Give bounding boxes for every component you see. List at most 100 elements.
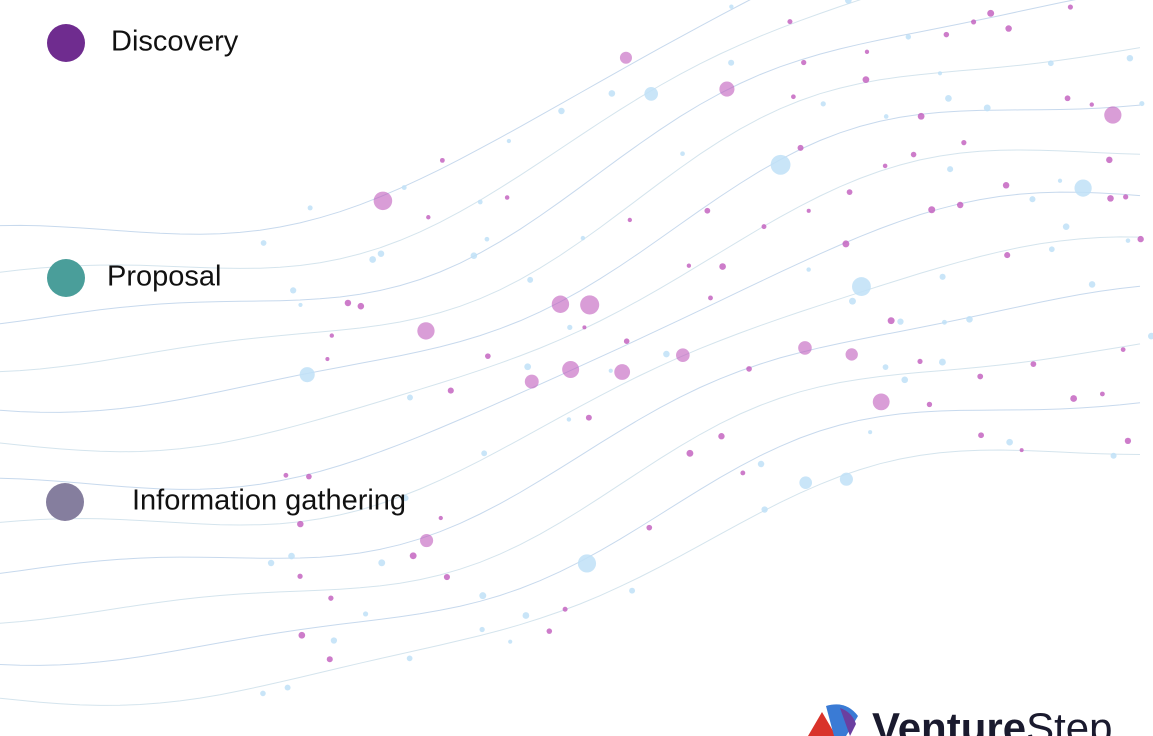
page: DiscoveryProposalInformation gathering V… — [0, 0, 1153, 736]
wave-dot — [888, 317, 895, 324]
wave-dot — [1127, 55, 1133, 61]
wave-dot — [1065, 95, 1071, 101]
wave-dot — [525, 375, 539, 389]
wave-dot — [729, 5, 733, 9]
wave-dot — [928, 206, 935, 213]
wave-line — [0, 403, 1140, 666]
wave-dot — [1111, 453, 1117, 459]
wave-dot — [563, 607, 568, 612]
wave-dot — [971, 19, 976, 24]
wave-dot — [718, 433, 724, 439]
item-list: DiscoveryProposalInformation gathering — [46, 24, 406, 521]
wave-dot — [901, 376, 908, 383]
wave-dot — [614, 364, 630, 380]
item-label: Proposal — [107, 261, 221, 293]
wave-dot — [331, 637, 337, 643]
wave-dot — [1074, 179, 1091, 196]
wave-dot — [1048, 60, 1054, 66]
wave-dot — [308, 205, 313, 210]
wave-dot — [448, 388, 454, 394]
wave-line — [0, 150, 1140, 452]
wave-dot — [791, 94, 796, 99]
wave-dot — [842, 240, 849, 247]
wave-dot — [806, 267, 810, 271]
wave-dot — [1107, 195, 1114, 202]
wave-dot — [883, 364, 889, 370]
wave-dot — [883, 164, 888, 169]
wave-dot — [582, 325, 586, 329]
wave-dot — [1121, 347, 1126, 352]
wave-dot — [485, 237, 490, 242]
wave-dot — [444, 574, 450, 580]
wave-dot — [481, 450, 487, 456]
wave-dot — [644, 87, 658, 101]
wave-dot — [1020, 448, 1024, 452]
wave-line — [0, 48, 1140, 372]
wave-dot — [663, 351, 670, 358]
wave-dot — [580, 295, 599, 314]
wave-dot — [507, 139, 511, 143]
wave-dot — [758, 461, 764, 467]
wave-dot — [927, 402, 932, 407]
wave-dot — [300, 367, 315, 382]
wave-dot — [1100, 392, 1105, 397]
wave-dot — [798, 145, 804, 151]
wave-dot — [1106, 157, 1112, 163]
wave-dot — [840, 473, 853, 486]
slide: DiscoveryProposalInformation gathering V… — [0, 0, 1153, 736]
wave-dot — [680, 151, 685, 156]
wave-dot — [719, 82, 734, 97]
wave-dot — [440, 158, 445, 163]
wave-dot — [297, 521, 303, 527]
logo-bold: Venture — [872, 704, 1026, 736]
wave-dot — [485, 353, 491, 359]
wave-dot — [978, 432, 984, 438]
wave-dot — [297, 574, 302, 579]
wave-dot — [847, 189, 853, 195]
wave-dot — [562, 361, 579, 378]
wave-dot — [288, 553, 295, 560]
wave-dot — [629, 588, 635, 594]
wave-dot — [687, 264, 691, 268]
wave-dot — [977, 374, 983, 380]
logo-text: VentureStep — [872, 704, 1112, 736]
wave-dot — [547, 628, 553, 634]
wave-dot — [471, 252, 478, 259]
wave-dot — [327, 656, 333, 662]
wave-dot — [787, 19, 792, 24]
logo: VentureStep — [808, 704, 1112, 736]
wave-dot — [552, 296, 569, 313]
wave-dot — [567, 325, 572, 330]
wave-dot — [1029, 196, 1035, 202]
wave-dot — [586, 415, 592, 421]
wave-dot — [478, 200, 483, 205]
wave-dot — [1058, 179, 1062, 183]
wave-dot — [479, 592, 486, 599]
wave-dot — [719, 263, 726, 270]
wave-dot — [402, 185, 407, 190]
wave-dot — [527, 277, 533, 283]
wave-dot — [1005, 25, 1011, 31]
wave-dot — [906, 34, 911, 39]
item-bullet — [47, 259, 85, 297]
wave-dot — [628, 218, 632, 222]
wave-dot — [801, 60, 806, 65]
background-decoration — [0, 0, 1153, 705]
wave-dot — [940, 274, 946, 280]
wave-dot — [918, 113, 925, 120]
wave-dot — [268, 560, 274, 566]
logo-regular: Step — [1026, 704, 1112, 736]
wave-dot — [369, 256, 376, 263]
wave-dot — [345, 300, 352, 307]
wave-dot — [807, 209, 811, 213]
wave-dot — [961, 140, 966, 145]
wave-dot — [1123, 194, 1128, 199]
item-label: Information gathering — [132, 485, 406, 517]
wave-dot — [1068, 4, 1073, 9]
wave-line — [0, 192, 1140, 489]
wave-dot — [363, 611, 368, 616]
wave-dot — [407, 656, 413, 662]
wave-dot — [330, 333, 334, 337]
wave-dot — [938, 71, 942, 75]
wave-dot — [957, 202, 963, 208]
